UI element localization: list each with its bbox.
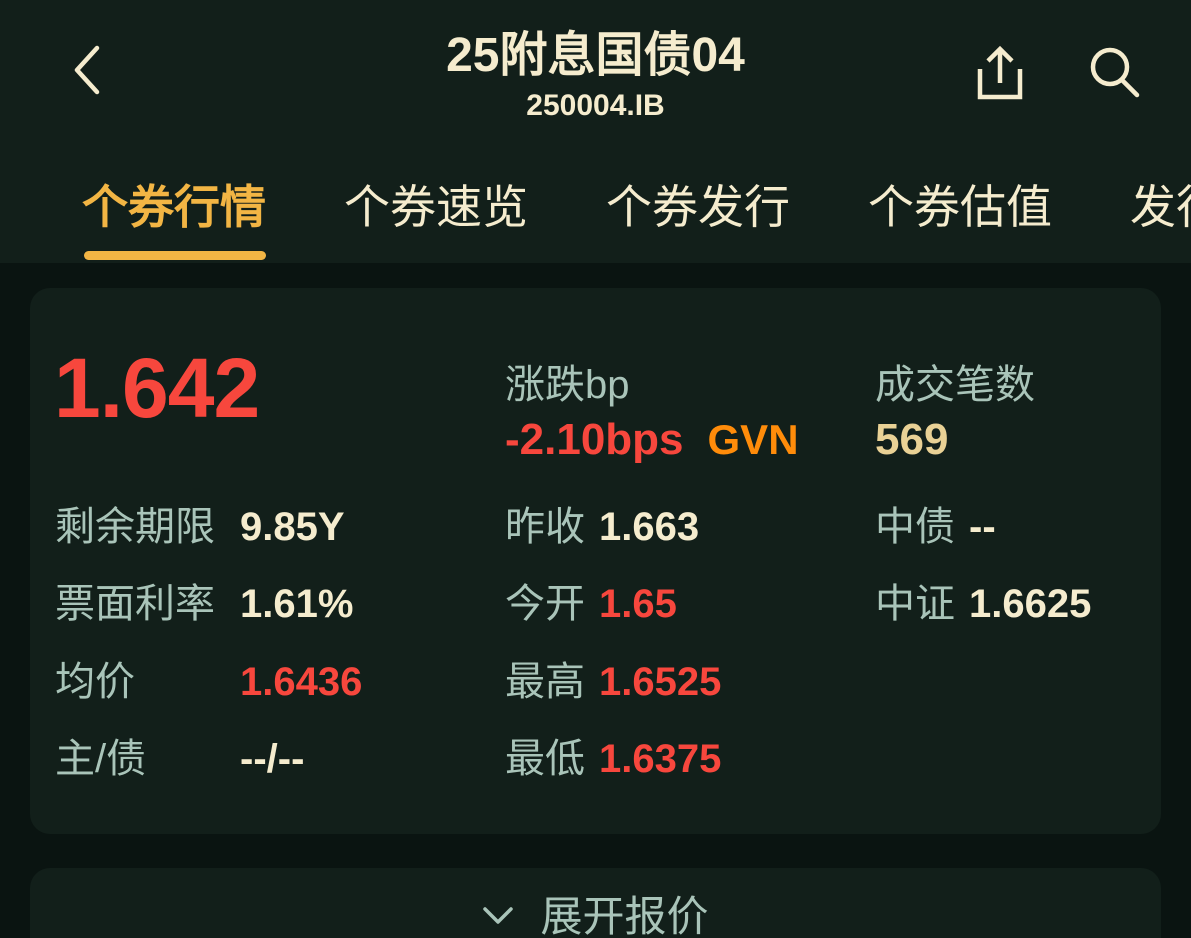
field-value: 1.6375 [599, 737, 722, 781]
change-stat: 涨跌bp -2.10bps GVN [505, 360, 799, 466]
field-coupon-rate: 票面利率 1.61% [55, 580, 353, 628]
field-label: 昨收 [505, 505, 585, 549]
field-label: 今开 [505, 582, 585, 626]
field-value: 9.85Y [240, 505, 345, 549]
expand-quote-bar[interactable]: 展开报价 [30, 868, 1161, 938]
back-button[interactable] [56, 38, 116, 102]
chevron-down-icon [483, 907, 514, 924]
field-avg-price: 均价 1.6436 [55, 658, 362, 706]
expand-quote-label: 展开报价 [540, 893, 709, 938]
field-label: 票面利率 [55, 582, 215, 626]
top-bar: 25附息国债04 250004.IB 个券行情 个券速览 个券发行 个券估值 发… [0, 0, 1191, 263]
share-icon [977, 45, 1023, 100]
field-label: 主/债 [55, 737, 147, 781]
security-code: 250004.IB [526, 89, 665, 122]
field-value: 1.6525 [599, 660, 722, 704]
trades-stat: 成交笔数 569 [875, 360, 1035, 466]
field-chinabond-val: 中债 -- [875, 503, 996, 551]
trades-label: 成交笔数 [875, 363, 1035, 407]
tab-issuance[interactable]: 个券发行 [606, 181, 790, 233]
field-prev-close: 昨收 1.663 [505, 503, 699, 551]
field-value: 1.61% [240, 582, 354, 626]
last-price: 1.642 [54, 341, 260, 435]
field-open: 今开 1.65 [505, 580, 677, 628]
tab-overview[interactable]: 个券速览 [344, 181, 528, 233]
search-button[interactable] [1078, 34, 1152, 110]
page-title: 25附息国债04 [446, 29, 745, 82]
field-label: 均价 [55, 660, 135, 704]
field-value: 1.65 [599, 582, 677, 626]
field-value: 1.6436 [240, 660, 363, 704]
field-label: 剩余期限 [55, 505, 215, 549]
change-value: -2.10bps [505, 415, 684, 464]
quote-card: 1.642 涨跌bp -2.10bps GVN 成交笔数 569 剩余期限 9.… [30, 288, 1161, 834]
tab-bar: 个券行情 个券速览 个券发行 个券估值 发行人 [82, 180, 1191, 260]
trades-value: 569 [875, 415, 949, 464]
field-main-bond: 主/债 --/-- [55, 735, 304, 783]
tab-issuer[interactable]: 发行人 [1130, 181, 1191, 233]
field-csi-val: 中证 1.6625 [875, 580, 1091, 628]
change-label: 涨跌bp [505, 363, 630, 407]
title-block: 25附息国债04 250004.IB [180, 28, 1011, 126]
field-value: -- [969, 505, 996, 549]
field-value: 1.6625 [969, 582, 1092, 626]
field-label: 中债 [875, 505, 955, 549]
field-label: 中证 [875, 582, 955, 626]
chevron-left-icon [74, 45, 100, 95]
share-button[interactable] [964, 34, 1036, 110]
field-remaining-term: 剩余期限 9.85Y [55, 503, 345, 551]
search-icon [1090, 47, 1140, 98]
field-label: 最低 [505, 737, 585, 781]
tab-quote[interactable]: 个券行情 [82, 181, 266, 260]
tab-valuation[interactable]: 个券估值 [868, 181, 1052, 233]
field-high: 最高 1.6525 [505, 658, 721, 706]
field-value: 1.663 [599, 505, 700, 549]
field-value: --/-- [240, 737, 305, 781]
field-label: 最高 [505, 660, 585, 704]
side-tag-gvn: GVN [707, 416, 799, 463]
field-low: 最低 1.6375 [505, 735, 721, 783]
